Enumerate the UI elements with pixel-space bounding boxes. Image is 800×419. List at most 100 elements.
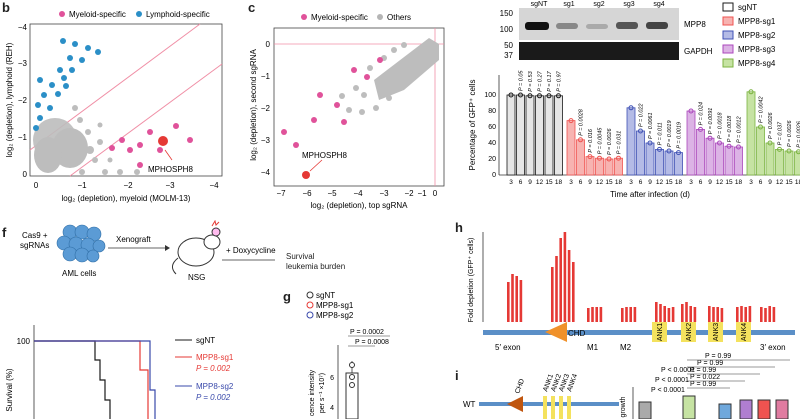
i-p-3: P = 0.99 bbox=[705, 353, 731, 360]
d-point-0-5 bbox=[556, 93, 561, 99]
d-pvalue-2-3: P = 0.011 bbox=[658, 122, 664, 145]
d-bar-4-2 bbox=[765, 142, 775, 176]
h-bar-5-0 bbox=[681, 304, 684, 322]
h-bar-1-5 bbox=[572, 262, 575, 322]
legend-myeloid-label: Myeloid-specific bbox=[69, 10, 126, 19]
h-bar-7-2 bbox=[744, 307, 747, 322]
d-point-1-3 bbox=[597, 155, 602, 161]
d-bar-4-3 bbox=[775, 148, 784, 176]
d-xtick-0-5: 18 bbox=[555, 179, 563, 186]
f-ytick-100: 100 bbox=[17, 337, 31, 346]
h-bar-7-1 bbox=[740, 306, 743, 322]
panel-b-ytick-0: 0 bbox=[23, 170, 28, 179]
i-bar-5 bbox=[775, 399, 789, 419]
d-xtick-3-3: 12 bbox=[716, 179, 724, 186]
d-pvalue-1-5: P = 0.031 bbox=[617, 131, 623, 155]
h-bar-4-1 bbox=[659, 304, 662, 322]
d-point-4-1 bbox=[758, 124, 763, 130]
d-ytick-0: 0 bbox=[492, 172, 496, 179]
g-ytick-6: 6 bbox=[330, 375, 334, 382]
d-bar-2-1 bbox=[636, 130, 645, 176]
d-pvalue-4-4: P = 0.0026 bbox=[787, 120, 793, 147]
d-bar-1-1 bbox=[576, 139, 585, 176]
panel-f-letter: f bbox=[2, 225, 7, 240]
d-pvalue-3-4: P = 0.0018 bbox=[727, 115, 733, 142]
panel-f: Cas9 + sgRNAs AML cells Xenograft NSG + … bbox=[5, 220, 276, 419]
marker-150: 150 bbox=[500, 9, 514, 18]
d-pvalue-4-1: P = 0.0042 bbox=[759, 96, 765, 123]
h-bar-0-2 bbox=[515, 276, 518, 322]
g-leg-dot-1 bbox=[306, 301, 314, 309]
panel-b-frame bbox=[29, 23, 223, 177]
panel-b-others bbox=[33, 105, 140, 175]
g-pt-1 bbox=[349, 362, 355, 368]
blot-lane-0: sgNT bbox=[531, 1, 548, 8]
i-bar-3 bbox=[739, 399, 753, 419]
d-legend-1: MPP8-sg1 bbox=[738, 17, 776, 26]
d-xtick-2-2: 9 bbox=[648, 179, 652, 186]
i-gene-track bbox=[479, 402, 619, 406]
d-bar-1-5 bbox=[614, 157, 623, 176]
h-bar-6-0 bbox=[708, 306, 711, 322]
f-leg-2-p: P = 0.002 bbox=[196, 393, 231, 402]
panel-d: sgNT sg1 sg2 sg3 sg4 150 100 50 37 MPP8 … bbox=[468, 1, 800, 199]
d-point-4-2 bbox=[767, 140, 773, 146]
panel-c-xtick-7: 0 bbox=[433, 189, 438, 198]
d-xtick-2-0: 3 bbox=[629, 179, 633, 186]
d-pvalue-3-1: P = 0.024 bbox=[699, 102, 705, 126]
panel-b-lymphoid-points bbox=[33, 38, 101, 131]
d-xtick-4-4: 15 bbox=[785, 179, 793, 186]
d-xticks: 3 6 9 12 15 18 3 6 9 12 15 18 3 6 9 12 15 18 3 6 9 12 15 18 3 6 9 1… bbox=[509, 179, 800, 186]
h-bar-1-4 bbox=[567, 250, 571, 322]
d-pvalues: P = 0.05 P = 0.53 P = 0.27 P = 0.17 P = 0.97… bbox=[519, 70, 800, 155]
d-bar-2-5 bbox=[674, 152, 683, 176]
d-xtick-4-5: 18 bbox=[795, 179, 800, 186]
d-pvalue-0-2: P = 0.53 bbox=[528, 70, 534, 91]
h-bar-8-3 bbox=[772, 307, 776, 322]
i-p-1: P < 0.0001 bbox=[655, 377, 689, 384]
panel-b-arrow bbox=[164, 149, 173, 161]
panel-c-arrow bbox=[309, 159, 323, 172]
f-ylabel: Survival (%) bbox=[5, 368, 14, 411]
d-bar-3-1 bbox=[696, 128, 705, 176]
d-xtick-2-4: 15 bbox=[665, 179, 673, 186]
d-bar-0-1 bbox=[516, 94, 525, 176]
panel-c-ytick-2: −2 bbox=[261, 104, 271, 113]
km-sg1 bbox=[34, 340, 149, 419]
panel-c-ytick-3: −3 bbox=[261, 136, 271, 145]
i-p-6: P = 0.022 bbox=[690, 374, 720, 381]
g-ylabel: cence intensity bbox=[309, 369, 316, 416]
d-point-4-4 bbox=[786, 148, 792, 154]
g-leg-dot-2 bbox=[306, 311, 314, 319]
legend-lymphoid-label: Lymphoid-specific bbox=[146, 10, 210, 19]
d-point-2-3 bbox=[657, 146, 662, 152]
i-p-2: P < 0.0001 bbox=[651, 387, 685, 394]
h-bar-6-1 bbox=[712, 307, 715, 322]
h-bar-1-3 bbox=[563, 232, 567, 322]
d-bar-4-5 bbox=[794, 151, 800, 176]
c-legend-others-dot bbox=[377, 14, 383, 20]
d-ylabel: Percentage of GFP⁺ cells bbox=[468, 80, 477, 171]
i-ylabel: growth bbox=[620, 396, 627, 417]
f-cas9: Cas9 + bbox=[22, 231, 48, 240]
panel-b-ytick-4: −4 bbox=[18, 23, 28, 32]
panel-i-letter: i bbox=[455, 368, 459, 383]
panel-c-xtick-6: −1 bbox=[417, 189, 427, 198]
d-point-0-3 bbox=[537, 93, 542, 99]
h-bar-3-3 bbox=[633, 307, 637, 322]
d-pvalue-0-3: P = 0.27 bbox=[538, 70, 544, 91]
panel-b-xtick-2: −2 bbox=[123, 181, 133, 190]
h-bar-4-0 bbox=[655, 302, 658, 322]
f-aml: AML cells bbox=[62, 269, 96, 278]
d-point-1-0 bbox=[568, 118, 574, 124]
i-p-0: P < 0.0001 bbox=[661, 367, 695, 374]
d-point-2-0 bbox=[628, 105, 634, 111]
g-pt-3 bbox=[349, 382, 355, 388]
h-chd-domain bbox=[545, 322, 567, 342]
d-xtick-4-1: 6 bbox=[759, 179, 763, 186]
d-point-1-5 bbox=[616, 155, 621, 161]
h-bar-2-3 bbox=[599, 307, 603, 322]
blot-lane-1: sg1 bbox=[563, 1, 574, 8]
panel-b-xtick-3: −3 bbox=[165, 181, 175, 190]
h-bar-1-2 bbox=[559, 238, 562, 322]
